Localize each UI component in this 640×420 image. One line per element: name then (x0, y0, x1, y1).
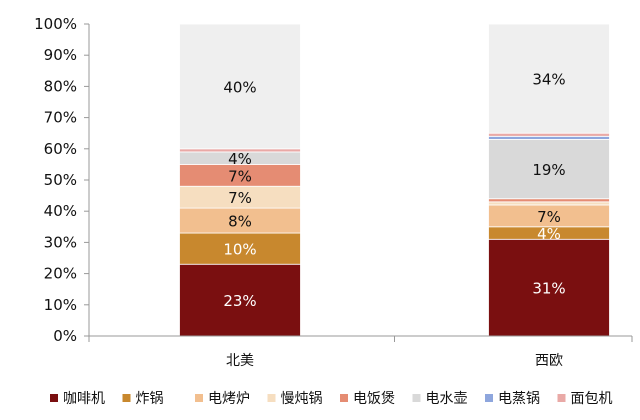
data-label: 7% (228, 167, 252, 185)
legend-label: 慢炖锅 (281, 390, 323, 407)
legend-label: 电蒸锅 (498, 391, 540, 407)
legend-label: 炸锅 (136, 391, 164, 407)
legend-swatch (50, 394, 58, 402)
y-tick-label: 0% (53, 327, 77, 345)
legend-label: 电水壶 (426, 391, 468, 407)
bar-segment (488, 201, 610, 206)
bar-segment (488, 238, 610, 337)
legend: 咖啡机 炸锅 电烤炉 慢炖锅 电饭煲 电水壶 电蒸锅 面包机 (50, 390, 613, 407)
legend-label: 电饭煲 (353, 390, 395, 407)
y-tick-label: 90% (44, 46, 77, 64)
data-label: 23% (223, 292, 256, 310)
x-tick-label: 西欧 (535, 353, 563, 369)
legend-swatch (485, 394, 493, 402)
data-label: 7% (537, 208, 561, 226)
y-axis: 0% 10% 20% 30% 40% 50% 60% 70% 80% 90% 100% (34, 15, 90, 345)
legend-swatch (412, 394, 421, 402)
y-tick-label: 60% (44, 140, 77, 158)
x-axis: 北美 西欧 (88, 335, 633, 369)
bars: 23%10%8%7%7%4%40%31%4%7%19%34% (179, 23, 610, 337)
legend-label: 咖啡机 (63, 391, 105, 407)
y-tick-label: 30% (44, 233, 77, 251)
y-tick-label: 50% (44, 171, 77, 189)
bar-segment (488, 198, 610, 203)
legend-swatch (267, 394, 276, 402)
data-label: 31% (532, 280, 565, 298)
legend-swatch (195, 394, 203, 402)
bar-segment (488, 139, 610, 200)
bar-segment (488, 135, 610, 140)
y-tick-label: 20% (44, 265, 77, 283)
y-tick-label: 40% (44, 202, 77, 220)
bar-segment (488, 23, 610, 134)
data-label: 7% (228, 189, 252, 207)
bar-segment (179, 148, 301, 153)
data-label: 40% (223, 78, 256, 96)
data-label: 19% (532, 161, 565, 179)
legend-label: 面包机 (571, 391, 613, 407)
y-tick-label: 100% (34, 15, 77, 33)
data-label: 4% (537, 225, 561, 243)
data-label: 10% (223, 241, 256, 259)
legend-swatch (122, 394, 131, 402)
x-tick-label: 北美 (226, 353, 254, 369)
bar-segment (488, 132, 610, 137)
y-tick-label: 70% (44, 109, 77, 127)
legend-swatch (340, 394, 348, 402)
legend-label: 电烤炉 (208, 391, 250, 407)
data-label: 8% (228, 213, 252, 231)
y-tick-label: 80% (44, 77, 77, 95)
bar-segment (179, 23, 301, 150)
data-label: 34% (532, 71, 565, 89)
data-label: 4% (228, 150, 252, 168)
legend-swatch (557, 394, 566, 402)
bar-segment (179, 263, 301, 337)
y-tick-label: 10% (44, 296, 77, 314)
